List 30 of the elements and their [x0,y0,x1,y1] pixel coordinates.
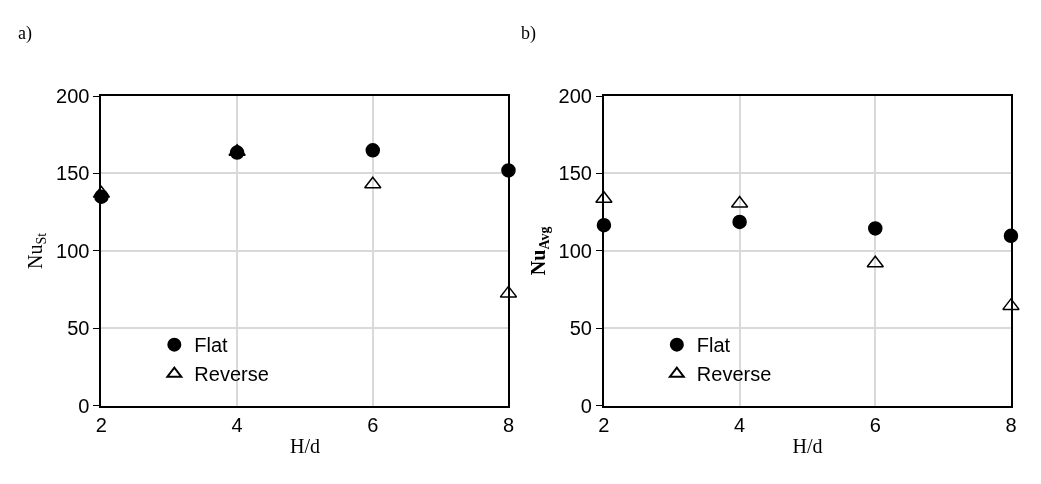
x-tick-label: 6 [367,413,379,436]
y-tick-label: 100 [558,239,592,262]
y-tick-label: 100 [56,239,90,262]
y-tick-label: 0 [580,394,592,417]
x-tick-label: 8 [1005,413,1017,436]
x-tick-label: 6 [869,413,881,436]
y-tick-label: 200 [56,85,90,108]
y-tick-label: 0 [78,394,90,417]
chart-title: b) [521,23,536,44]
x-axis-title: H/d [792,434,823,457]
y-tick-label: 150 [56,162,90,185]
x-tick-label: 8 [502,413,515,436]
x-tick-label: 4 [231,413,243,436]
legend-label: Flat [696,334,731,357]
y-tick-label: 50 [67,317,90,340]
y-tick-label: 50 [569,317,592,340]
point [732,214,747,230]
y-tick-label: 150 [558,162,592,185]
legend-label: Reverse [194,363,269,386]
legend-label: Flat [194,334,229,357]
y-tick-label: 200 [558,85,592,108]
x-tick-label: 4 [734,413,746,436]
point [365,143,381,158]
point [868,221,883,236]
x-tick-label: 2 [95,413,107,436]
x-axis-title: H/d [289,434,320,457]
x-tick-label: 2 [598,413,610,436]
point [1002,298,1020,311]
legend-label: Reverse [696,363,772,386]
chart-title: a) [18,23,32,44]
